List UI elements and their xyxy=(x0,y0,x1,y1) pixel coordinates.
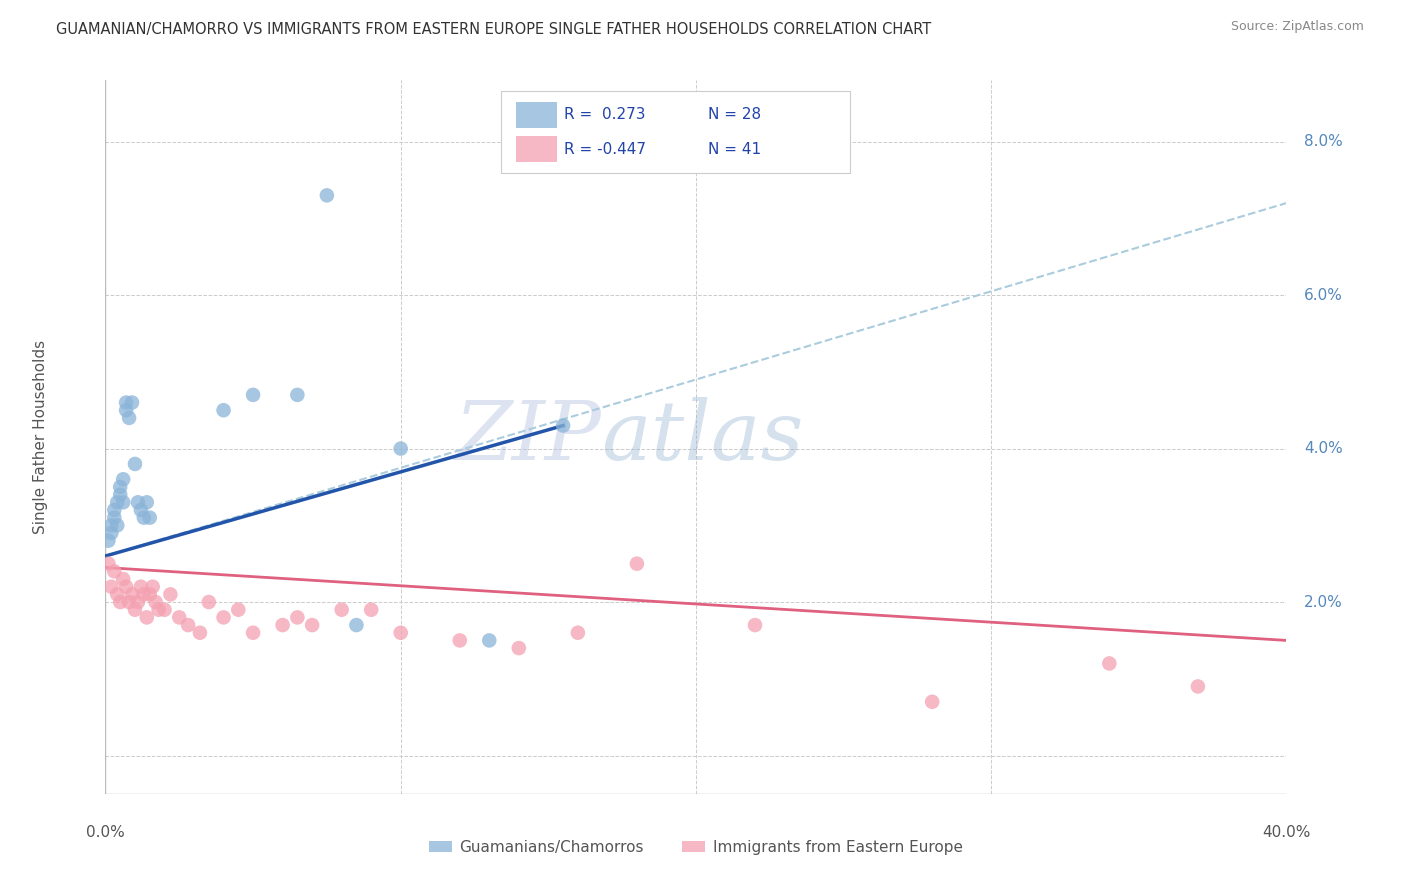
Text: atlas: atlas xyxy=(602,397,804,477)
Point xyxy=(153,603,176,617)
Point xyxy=(478,633,501,648)
Point xyxy=(242,625,264,640)
Point xyxy=(105,495,128,509)
Point xyxy=(1187,680,1209,694)
Point xyxy=(132,587,155,601)
Point xyxy=(103,503,125,517)
Point xyxy=(301,618,323,632)
Point xyxy=(103,510,125,524)
Point xyxy=(169,610,191,624)
Point xyxy=(389,625,412,640)
Point xyxy=(115,580,138,594)
Point xyxy=(360,603,382,617)
Point xyxy=(330,603,353,617)
Point xyxy=(287,610,309,624)
Point xyxy=(100,526,122,541)
Point xyxy=(626,557,648,571)
Point xyxy=(127,595,149,609)
Point xyxy=(110,480,132,494)
Point xyxy=(121,587,143,601)
Point xyxy=(449,633,471,648)
Text: 0.0%: 0.0% xyxy=(86,824,125,839)
Point xyxy=(105,518,128,533)
Point xyxy=(118,595,141,609)
Point xyxy=(508,641,530,656)
Point xyxy=(132,510,155,524)
Point xyxy=(135,610,157,624)
Point xyxy=(115,403,138,417)
Point xyxy=(138,510,160,524)
Point xyxy=(744,618,766,632)
Point xyxy=(567,625,589,640)
Text: 6.0%: 6.0% xyxy=(1305,287,1343,302)
Point xyxy=(142,580,165,594)
Point xyxy=(118,410,141,425)
Text: 8.0%: 8.0% xyxy=(1305,134,1343,149)
Point xyxy=(145,595,167,609)
Point xyxy=(177,618,200,632)
Text: Single Father Households: Single Father Households xyxy=(32,340,48,534)
Text: Source: ZipAtlas.com: Source: ZipAtlas.com xyxy=(1230,20,1364,33)
Point xyxy=(112,495,135,509)
Text: R =  0.273: R = 0.273 xyxy=(564,107,645,122)
Point xyxy=(159,587,181,601)
Point xyxy=(97,533,120,548)
Point xyxy=(389,442,412,456)
Point xyxy=(242,388,264,402)
Point xyxy=(921,695,943,709)
Legend: Guamanians/Chamorros, Immigrants from Eastern Europe: Guamanians/Chamorros, Immigrants from Ea… xyxy=(423,834,969,861)
Point xyxy=(100,580,122,594)
Point xyxy=(551,418,574,433)
Text: 40.0%: 40.0% xyxy=(1263,824,1310,839)
Point xyxy=(138,587,160,601)
Point xyxy=(212,610,235,624)
Point xyxy=(197,595,219,609)
Point xyxy=(97,557,120,571)
Point xyxy=(103,565,125,579)
Text: 2.0%: 2.0% xyxy=(1305,595,1343,609)
Point xyxy=(271,618,294,632)
Point xyxy=(127,495,149,509)
Text: 4.0%: 4.0% xyxy=(1305,441,1343,456)
Point xyxy=(124,457,146,471)
Text: GUAMANIAN/CHAMORRO VS IMMIGRANTS FROM EASTERN EUROPE SINGLE FATHER HOUSEHOLDS CO: GUAMANIAN/CHAMORRO VS IMMIGRANTS FROM EA… xyxy=(56,22,932,37)
Text: N = 28: N = 28 xyxy=(707,107,761,122)
Point xyxy=(100,518,122,533)
Point xyxy=(135,495,157,509)
Point xyxy=(1098,657,1121,671)
Point xyxy=(129,503,152,517)
Point xyxy=(112,472,135,486)
Point xyxy=(188,625,211,640)
Text: N = 41: N = 41 xyxy=(707,142,761,157)
Text: ZIP: ZIP xyxy=(454,397,602,477)
Point xyxy=(110,595,132,609)
Point xyxy=(121,395,143,409)
Point xyxy=(124,603,146,617)
Point xyxy=(148,603,170,617)
Point xyxy=(105,587,128,601)
Point xyxy=(110,488,132,502)
FancyBboxPatch shape xyxy=(516,102,557,128)
Text: R = -0.447: R = -0.447 xyxy=(564,142,645,157)
Point xyxy=(226,603,250,617)
Point xyxy=(129,580,152,594)
Point xyxy=(212,403,235,417)
Point xyxy=(315,188,337,202)
Point xyxy=(287,388,309,402)
FancyBboxPatch shape xyxy=(516,136,557,162)
Point xyxy=(112,572,135,586)
Point xyxy=(115,395,138,409)
FancyBboxPatch shape xyxy=(501,91,849,173)
Point xyxy=(346,618,368,632)
